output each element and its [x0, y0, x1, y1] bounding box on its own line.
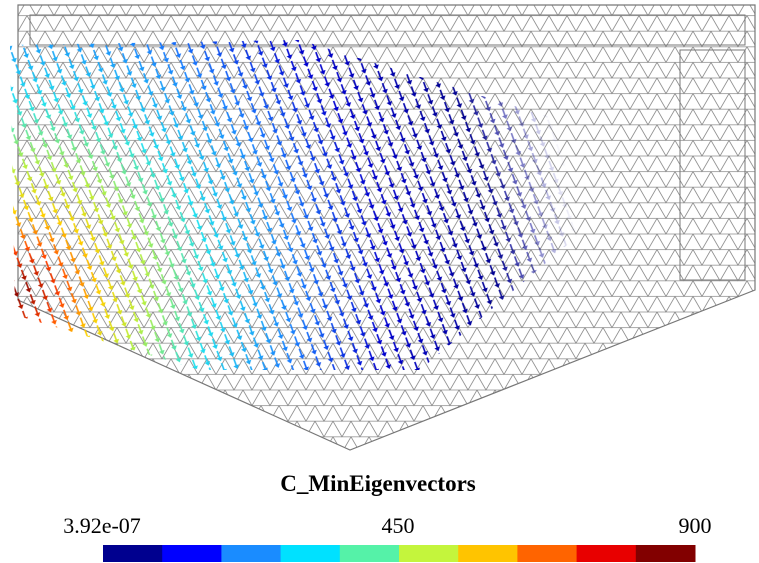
colorbar-swatch: [221, 545, 282, 562]
colorbar-swatch: [635, 545, 696, 562]
colorbar-swatch: [517, 545, 578, 562]
colorbar-label: 450: [382, 513, 415, 538]
colorbar-title: C_MinEigenvectors: [280, 471, 476, 496]
colorbar-swatch: [576, 545, 637, 562]
vector-glyphs: [0, 30, 700, 390]
colorbar-swatch: [162, 545, 222, 562]
colorbar-swatch: [458, 545, 518, 562]
colorbar-label: 900: [679, 513, 712, 538]
colorbar-swatch: [103, 545, 163, 562]
colorbar-swatch: [339, 545, 400, 562]
colorbar-label: 3.92e-07: [63, 513, 141, 538]
colorbar: [103, 545, 696, 562]
colorbar-swatch: [280, 545, 341, 562]
colorbar-swatch: [399, 545, 459, 562]
